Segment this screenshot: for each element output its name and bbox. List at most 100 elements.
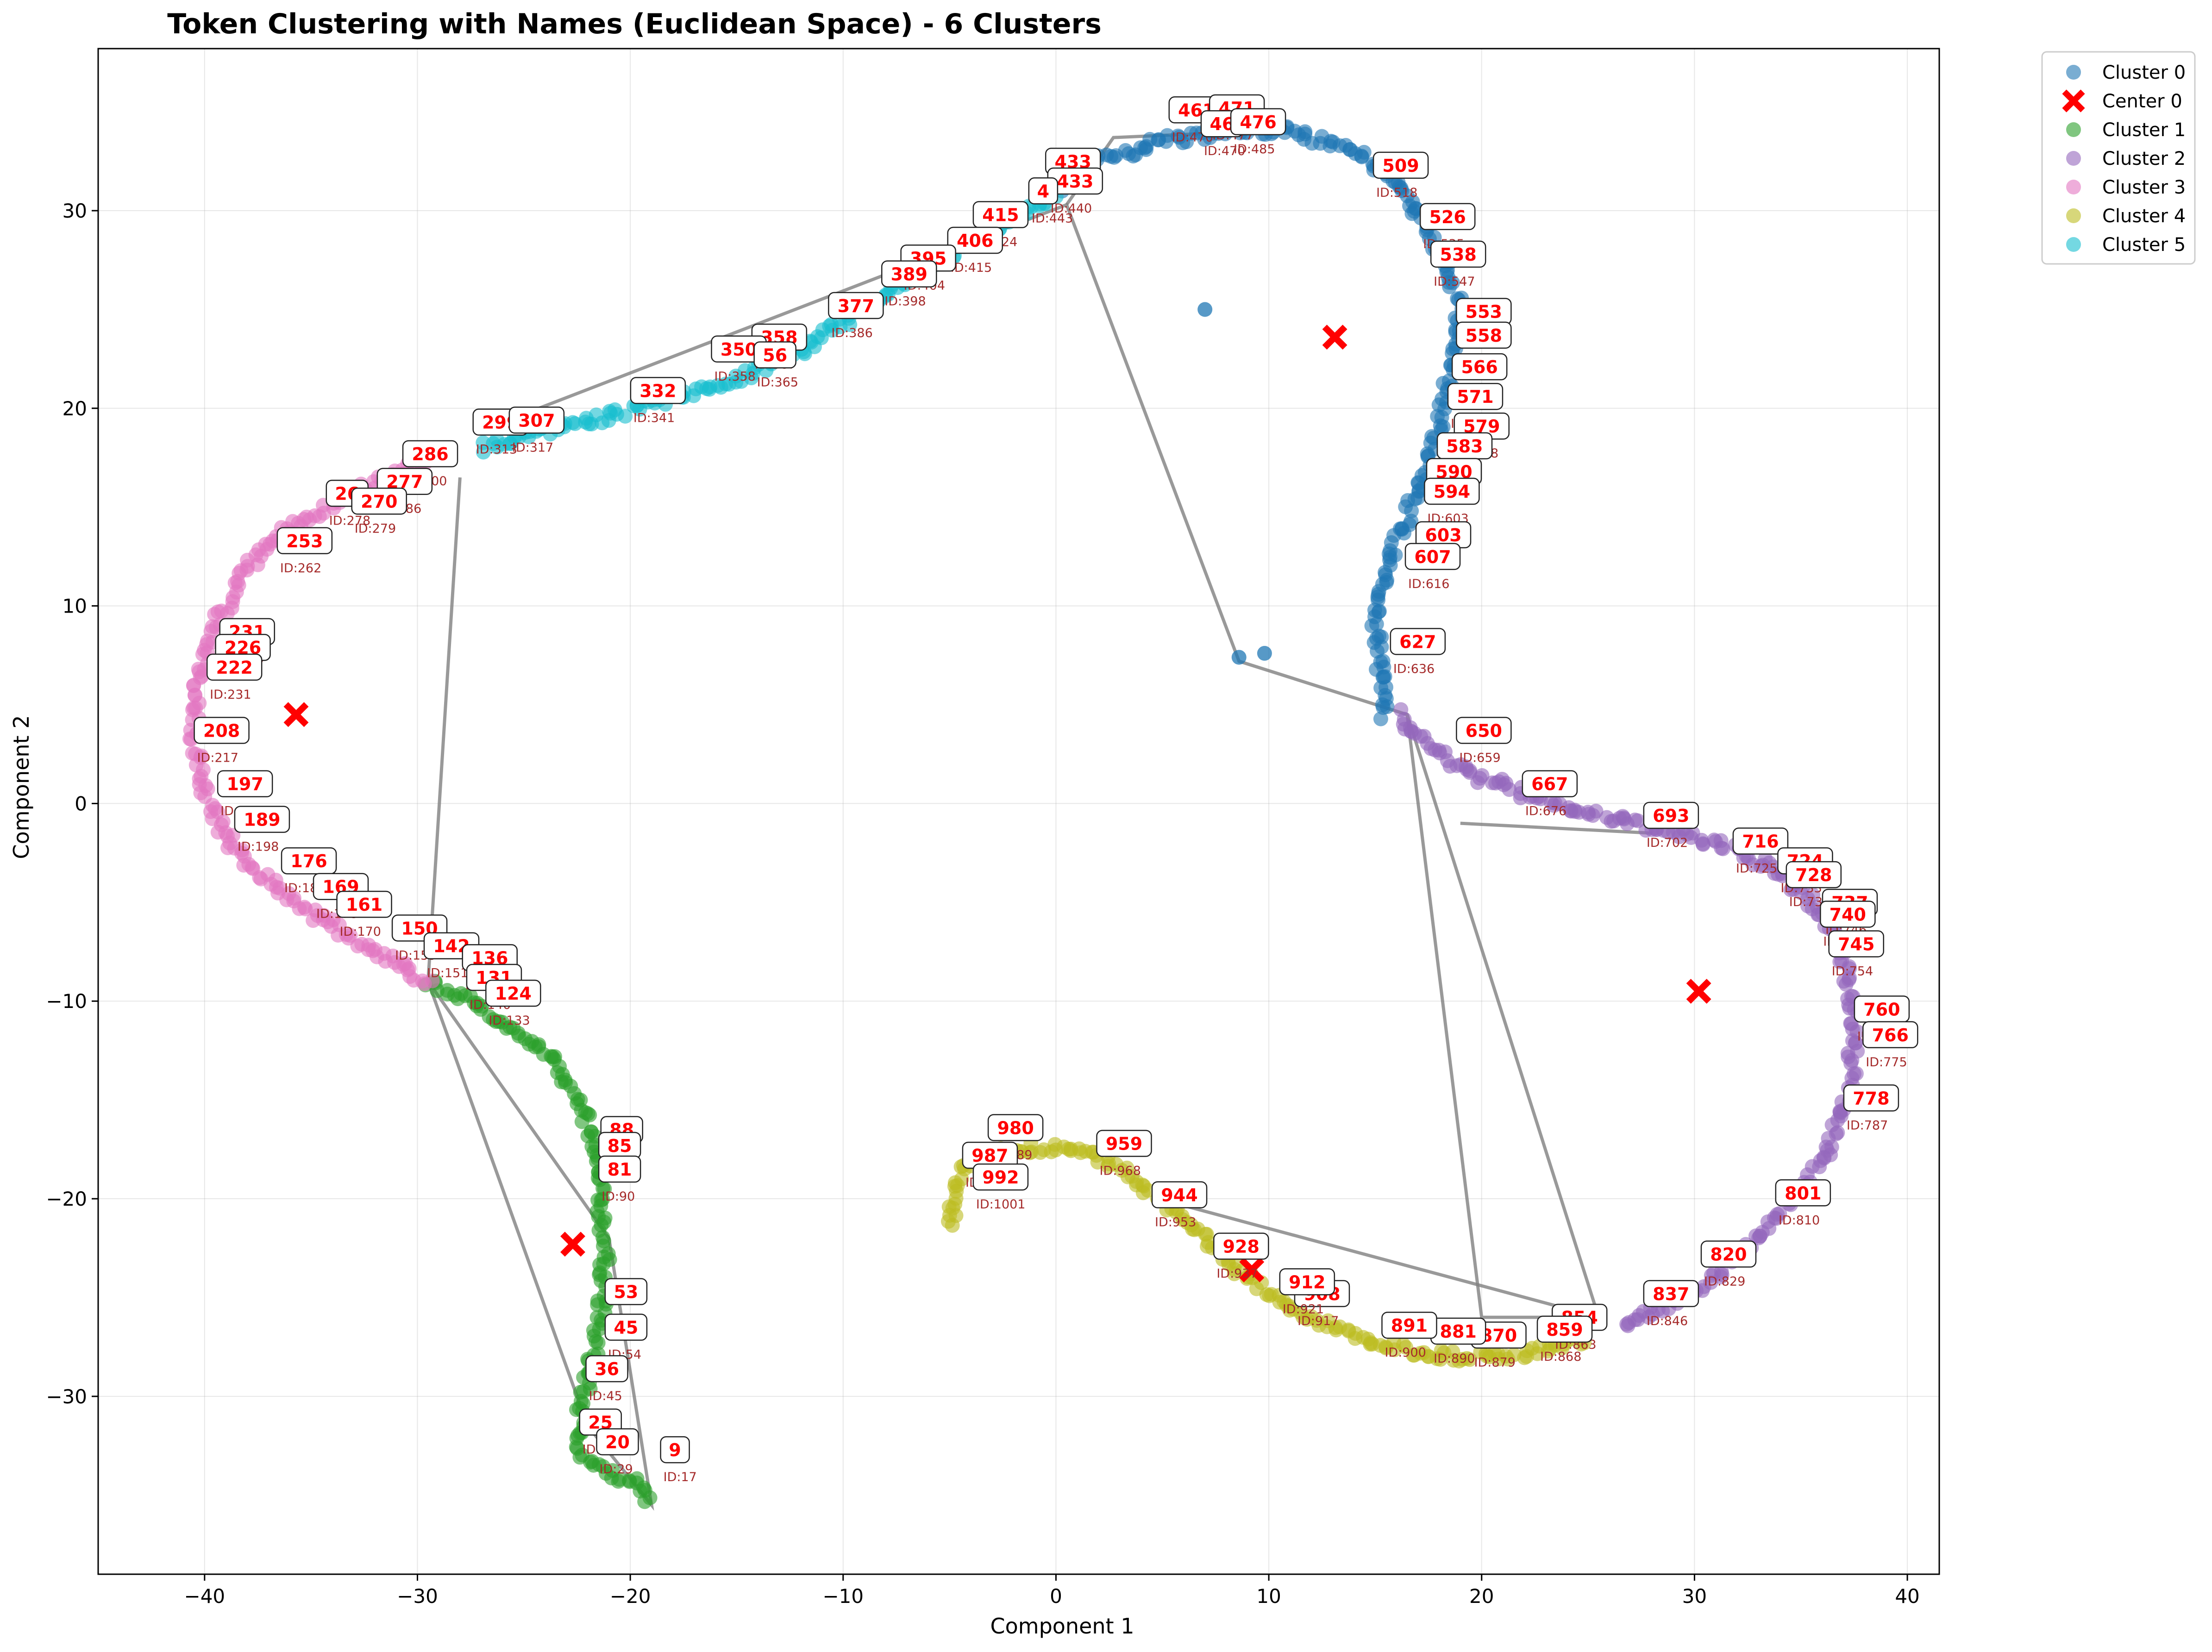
center-marker [283, 702, 309, 727]
point-annotation: 433 ID:440 [1047, 167, 1103, 216]
point-annotation: 476 ID:485 [1230, 108, 1286, 156]
annotation-id: ID:45 [589, 1389, 622, 1403]
center-cross-stroke [1322, 325, 1347, 350]
legend-label: Cluster 4 [2102, 206, 2186, 227]
point-annotation: 859 ID:868 [1536, 1315, 1593, 1364]
annotation-box [1381, 1311, 1437, 1339]
annotation-id: ID:659 [1459, 751, 1500, 765]
annotation-name: 377 [838, 296, 874, 316]
annotation-name: 571 [1457, 387, 1493, 407]
point-annotation: 36 ID:45 [585, 1355, 628, 1403]
annotation-box [402, 440, 458, 468]
annotation-name: 667 [1531, 774, 1568, 795]
annotation-name: 912 [1289, 1272, 1325, 1292]
annotation-id: ID:676 [1525, 804, 1567, 819]
data-point [1715, 841, 1730, 857]
annotation-name: 526 [1429, 207, 1466, 227]
annotation-id: ID:485 [1234, 142, 1275, 156]
y-tick-label: 10 [63, 595, 87, 618]
annotation-name: 607 [1414, 547, 1451, 567]
annotation-name: 253 [286, 531, 323, 551]
annotation-id: ID:775 [1866, 1055, 1907, 1070]
annotation-name: 197 [226, 774, 263, 795]
annotation-id: ID:415 [951, 261, 992, 275]
point-annotation: 9 ID:17 [660, 1436, 697, 1484]
annotation-id: ID:198 [238, 840, 279, 854]
annotation-id: ID:868 [1540, 1350, 1581, 1364]
annotation-box [1456, 717, 1512, 744]
annotation-id: ID:341 [633, 411, 675, 425]
annotation-box [1430, 240, 1486, 268]
y-tick-label: 0 [75, 792, 87, 815]
point-annotation: 332 ID:341 [630, 377, 686, 425]
annotation-name: 45 [614, 1317, 638, 1338]
annotation-id: ID:17 [664, 1470, 697, 1484]
annotation-id: ID:313 [476, 443, 517, 457]
annotation-box [972, 1163, 1029, 1191]
center-cross-stroke [1686, 978, 1711, 1004]
data-point [637, 1494, 652, 1509]
annotation-id: ID:470 [1204, 144, 1245, 158]
annotation-box [1643, 801, 1699, 829]
annotation-id: ID:443 [1032, 211, 1073, 225]
annotation-name: 740 [1830, 904, 1866, 925]
point-annotation: 81 ID:90 [598, 1155, 641, 1204]
annotation-name: 959 [1106, 1134, 1142, 1154]
point-annotation: 307 ID:317 [508, 407, 565, 455]
legend-label: Cluster 2 [2102, 148, 2186, 169]
annotation-name: 760 [1863, 999, 1900, 1020]
annotation-box [1424, 477, 1480, 505]
x-tick-label: −20 [610, 1585, 651, 1608]
annotation-id: ID:317 [512, 440, 553, 455]
y-axis-label: Component 2 [9, 715, 34, 859]
point-annotation: 928 ID:937 [1213, 1233, 1269, 1281]
annotation-id: ID:917 [1297, 1314, 1339, 1328]
annotation-name: 987 [971, 1145, 1008, 1166]
annotation-box [1419, 203, 1476, 231]
annotation-name: 476 [1240, 112, 1276, 132]
annotation-id: ID:518 [1376, 186, 1417, 200]
y-tick-label: −10 [46, 990, 87, 1013]
annotation-id: ID:547 [1434, 275, 1475, 289]
y-tick-label: 30 [63, 200, 87, 222]
annotation-name: 980 [997, 1118, 1034, 1138]
data-point [1257, 646, 1272, 661]
point-annotation: 161 ID:170 [336, 890, 392, 939]
y-tick-label: 20 [63, 397, 87, 420]
annotation-name: 307 [518, 410, 555, 431]
annotation-name: 415 [982, 205, 1019, 225]
data-point [588, 1334, 603, 1349]
data-point [1462, 1352, 1477, 1367]
data-point [474, 999, 489, 1014]
point-annotation: 350 ID:358 [711, 335, 767, 384]
annotation-id: ID:890 [1434, 1352, 1475, 1366]
annotation-name: 208 [203, 721, 240, 741]
annotation-name: 778 [1853, 1088, 1889, 1108]
legend-entry: Cluster 4 [2066, 206, 2186, 227]
point-annotation: 56 ID:365 [753, 341, 798, 390]
annotation-box [604, 1314, 648, 1341]
annotation-box [1700, 1240, 1757, 1268]
annotation-id: ID:279 [355, 521, 396, 536]
legend-label: Cluster 1 [2102, 119, 2186, 141]
point-annotation: 509 ID:518 [1372, 151, 1429, 200]
point-annotation: 778 ID:787 [1843, 1084, 1899, 1133]
x-tick-label: −40 [184, 1585, 226, 1608]
annotation-id: ID:829 [1704, 1275, 1745, 1289]
annotation-id: ID:151 [427, 966, 468, 981]
annotation-id: ID:787 [1847, 1118, 1888, 1133]
annotation-box [206, 653, 263, 681]
legend-marker [2066, 151, 2081, 166]
annotation-name: 650 [1466, 721, 1502, 741]
annotation-name: 859 [1546, 1320, 1583, 1340]
annotation-id: ID:900 [1385, 1345, 1426, 1360]
annotation-name: 583 [1446, 436, 1483, 457]
annotation-box [1213, 1233, 1269, 1260]
annotation-id: ID:725 [1736, 862, 1777, 876]
annotation-id: ID:133 [489, 1014, 530, 1028]
data-point [1372, 628, 1386, 644]
annotation-box [1028, 177, 1059, 205]
annotation-name: 992 [982, 1167, 1019, 1188]
